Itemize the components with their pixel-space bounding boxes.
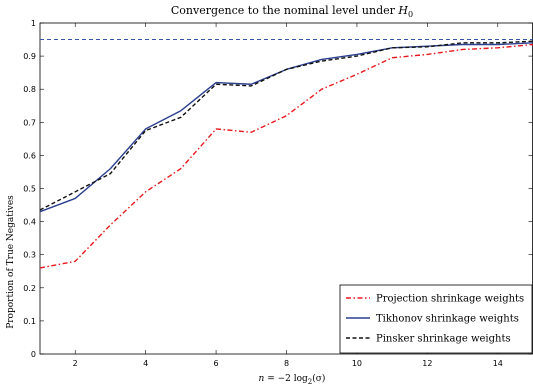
legend-label-2: Tikhonov shrinkage weights bbox=[376, 314, 519, 325]
series-line-1 bbox=[39, 43, 533, 269]
y-axis-label: Proportion of True Negatives bbox=[6, 195, 16, 329]
y-tick-label: 1 bbox=[31, 19, 36, 28]
x-tick-label: 8 bbox=[284, 359, 289, 368]
x-tick-label: 14 bbox=[493, 359, 503, 368]
x-tick-label: 10 bbox=[352, 359, 362, 368]
y-tick-label: 0.1 bbox=[23, 317, 36, 326]
y-tick-label: 0 bbox=[31, 350, 36, 359]
x-tick-label: 4 bbox=[143, 359, 148, 368]
y-tick-label: 0.5 bbox=[23, 185, 36, 194]
legend: Projection shrinkage weights Tikhonov shr… bbox=[339, 284, 533, 354]
legend-label-3: Pinsker shrinkage weights bbox=[376, 334, 511, 345]
y-tick-label: 0.6 bbox=[23, 151, 36, 160]
y-tick-label: 0.3 bbox=[23, 251, 36, 260]
chart-title: Convergence to the nominal level under H… bbox=[171, 4, 413, 19]
y-tick-label: 0.7 bbox=[23, 118, 36, 127]
y-tick-label: 0.4 bbox=[23, 218, 36, 227]
x-tick-label: 12 bbox=[422, 359, 432, 368]
y-axis: 0 0.1 0.2 0.3 0.4 0.5 0.6 0.7 0.8 0.9 1 bbox=[23, 19, 533, 359]
legend-box bbox=[339, 284, 533, 354]
y-tick-label: 0.8 bbox=[23, 85, 36, 94]
x-axis-label: n = −2 log2(σ) bbox=[259, 373, 326, 385]
y-tick-label: 0.9 bbox=[23, 52, 36, 61]
y-tick-label: 0.2 bbox=[23, 284, 36, 293]
series-line-2 bbox=[39, 42, 533, 213]
series-layer bbox=[39, 39, 533, 269]
series-line-3 bbox=[39, 40, 533, 211]
x-tick-label: 6 bbox=[214, 359, 219, 368]
x-tick-label: 2 bbox=[73, 359, 78, 368]
legend-label-1: Projection shrinkage weights bbox=[376, 294, 524, 305]
